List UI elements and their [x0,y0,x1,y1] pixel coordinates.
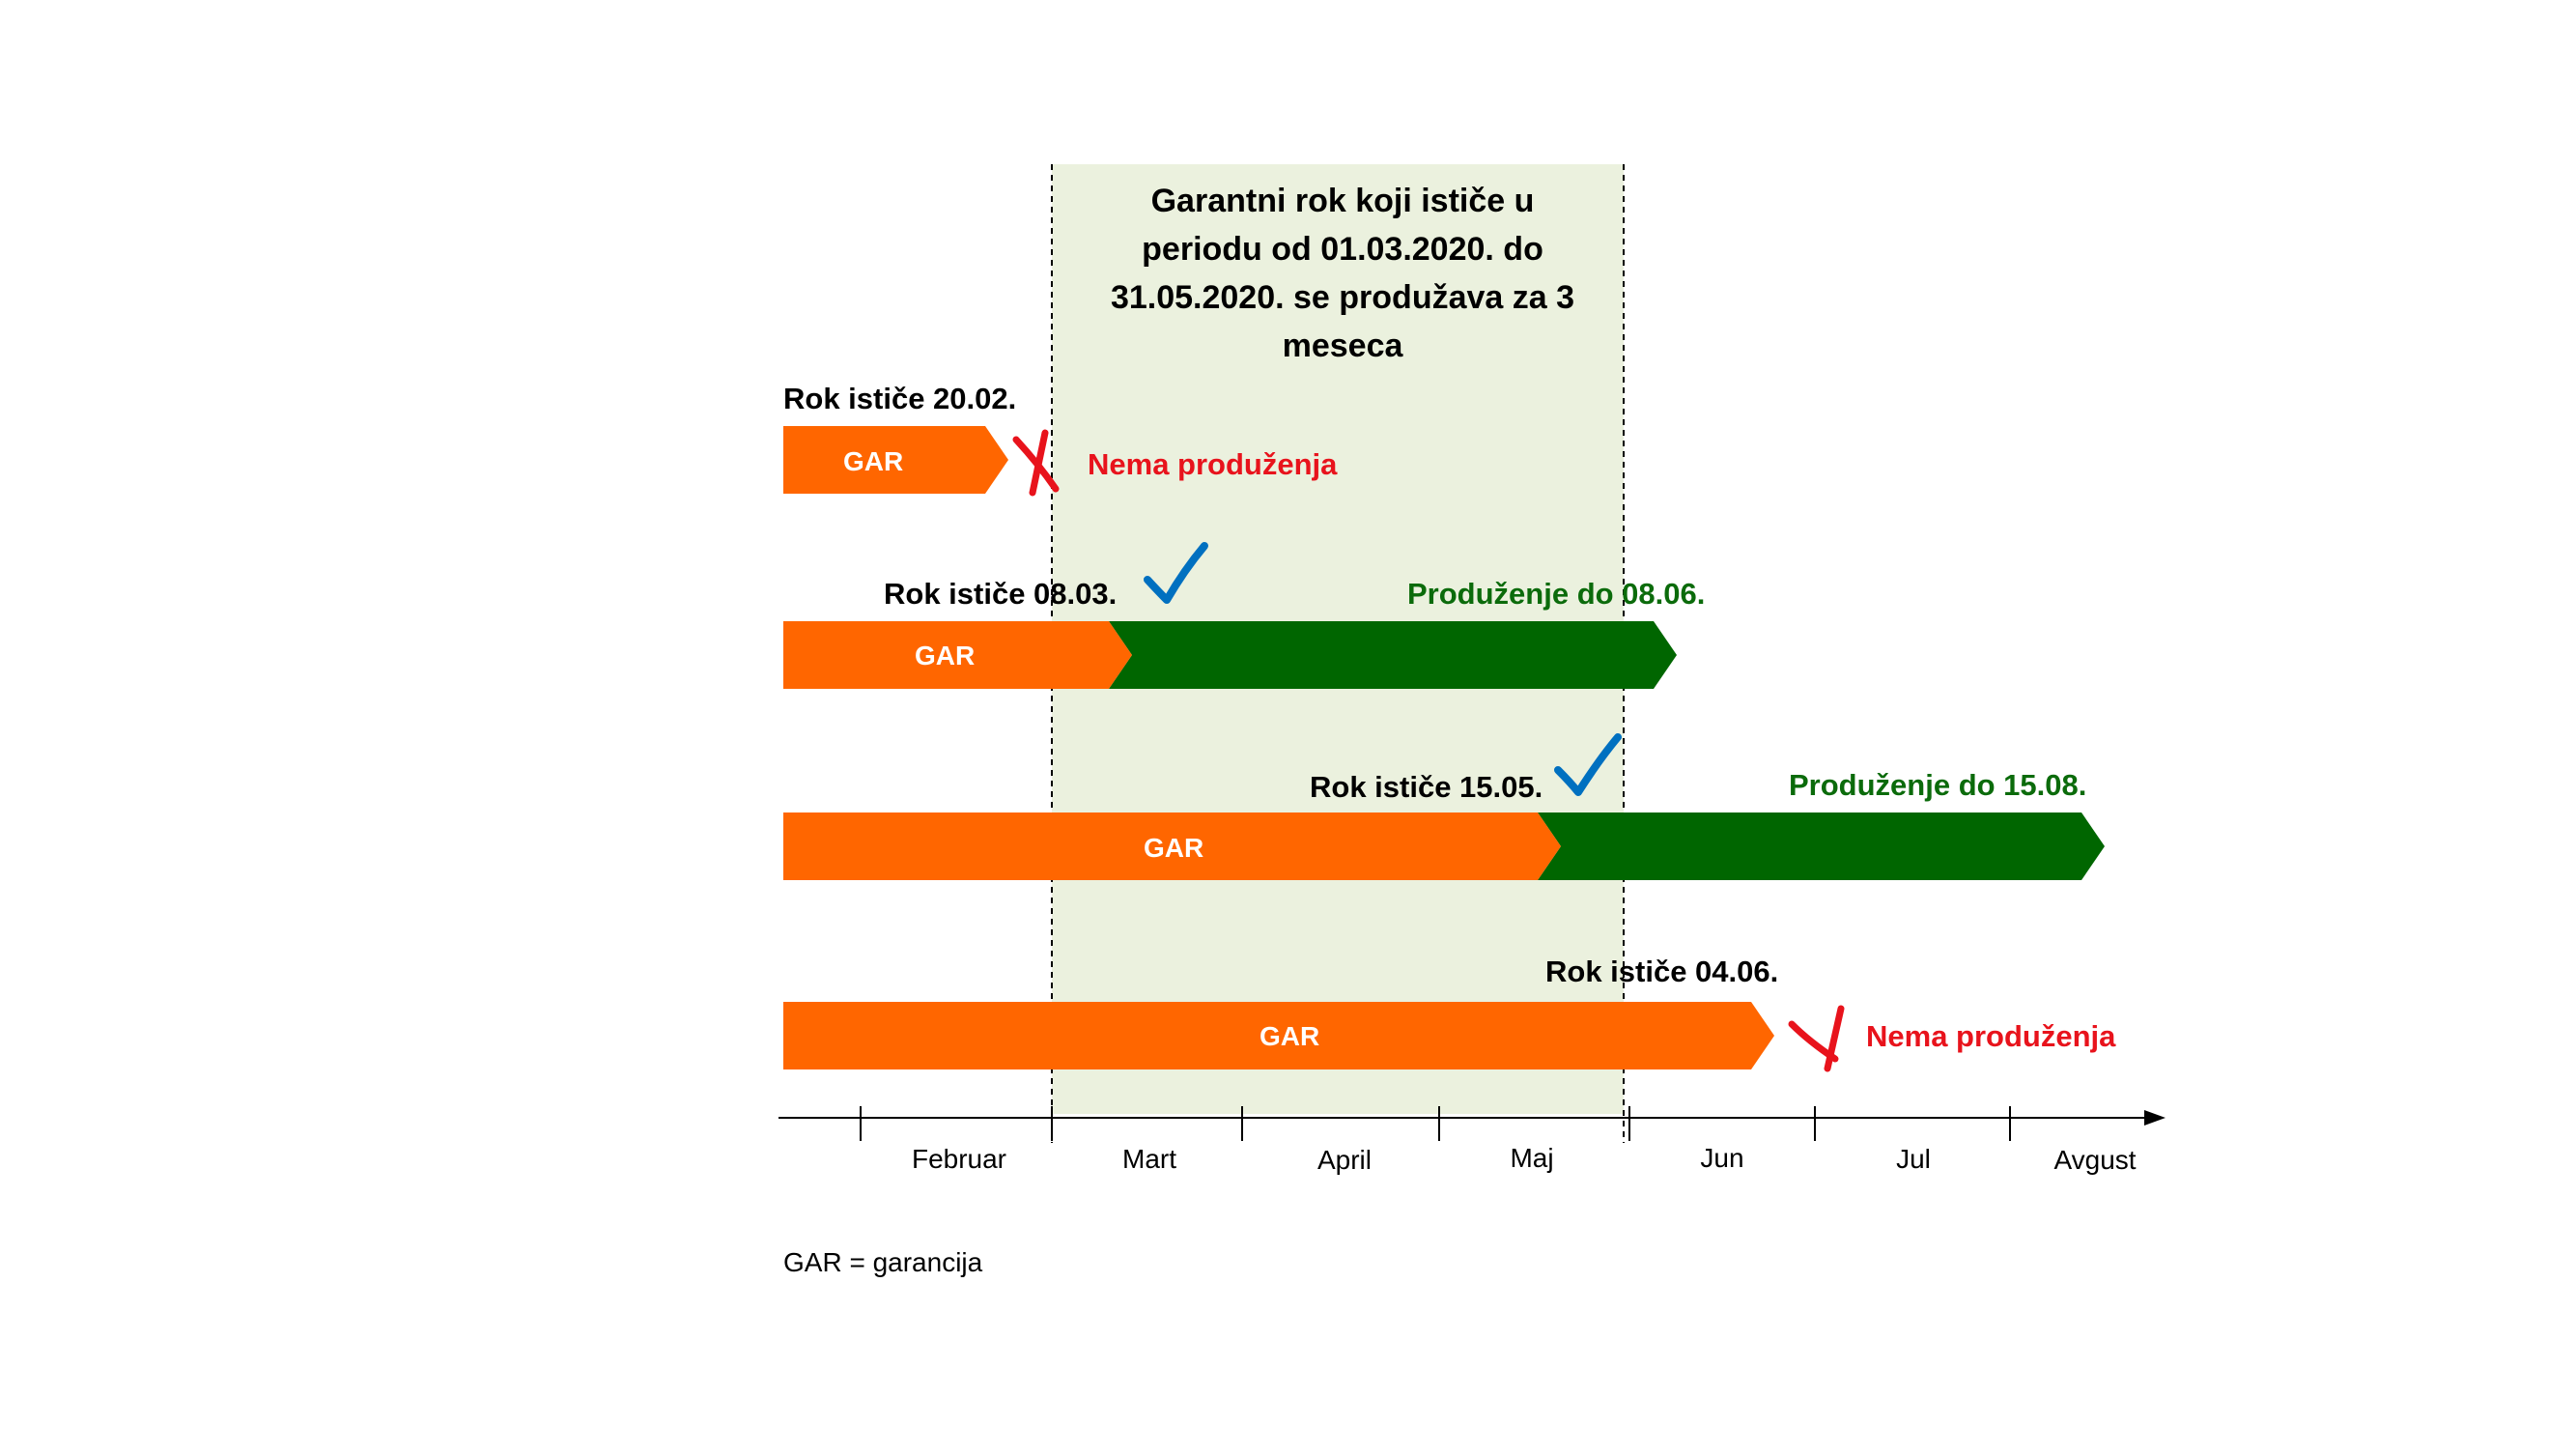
row-2-expiry-label: Rok ističe 08.03. [884,577,1117,611]
row-3-extension-text: Produženje do 15.08. [1789,768,2086,802]
row-3-extension-bar [1538,813,2105,880]
row-4-warranty-bar [783,1002,1774,1069]
row-2-extension-bar [1109,621,1677,689]
row-3-warranty-bar [783,813,1561,880]
check-icon [1144,542,1208,604]
month-label: Jul [1896,1144,1931,1174]
row-3-expiry-label: Rok ističe 15.05. [1310,770,1543,804]
month-label: Mart [1122,1144,1176,1174]
row-1-expiry-label: Rok ističe 20.02. [783,382,1016,415]
axis-arrow-head [2144,1110,2166,1126]
check-icon [1554,733,1622,796]
row-4: Rok ističe 04.06. GAR Nema produženja [783,955,2116,1072]
month-label: Avgust [2053,1145,2136,1175]
row-2: Rok ističe 08.03. Produženje do 08.06. G… [783,542,1705,689]
row-3: Rok ističe 15.05. Produženje do 15.08. G… [783,733,2105,880]
period-description: Garantni rok koji ističe u periodu od 01… [1111,183,1574,364]
timeline-axis: Februar Mart April Maj Jun Jul Avgust [778,1106,2166,1175]
legend-note: GAR = garancija [783,1247,983,1277]
row-4-bar-label: GAR [1260,1021,1319,1051]
period-line-3: 31.05.2020. se produžava za 3 [1111,279,1574,316]
month-label: April [1317,1145,1372,1175]
row-1-warranty-bar [783,426,1008,494]
row-2-bar-label: GAR [915,641,975,670]
row-1-status-text: Nema produženja [1088,447,1338,481]
cross-icon [1788,1005,1845,1072]
period-line-1: Garantni rok koji ističe u [1151,183,1535,219]
row-2-warranty-bar [783,621,1132,689]
row-1: Rok ističe 20.02. GAR Nema produženja [783,382,1338,497]
period-line-4: meseca [1283,328,1404,364]
row-1-bar-label: GAR [843,446,903,476]
row-2-extension-text: Produženje do 08.06. [1407,577,1705,611]
month-label: Maj [1510,1143,1553,1173]
row-4-status-text: Nema produženja [1866,1019,2116,1053]
row-3-bar-label: GAR [1144,833,1203,863]
period-line-2: periodu od 01.03.2020. do [1142,231,1543,268]
month-label: Jun [1700,1143,1743,1173]
month-label: Februar [912,1144,1006,1174]
cross-icon [1012,429,1060,497]
row-4-expiry-label: Rok ističe 04.06. [1545,955,1778,988]
